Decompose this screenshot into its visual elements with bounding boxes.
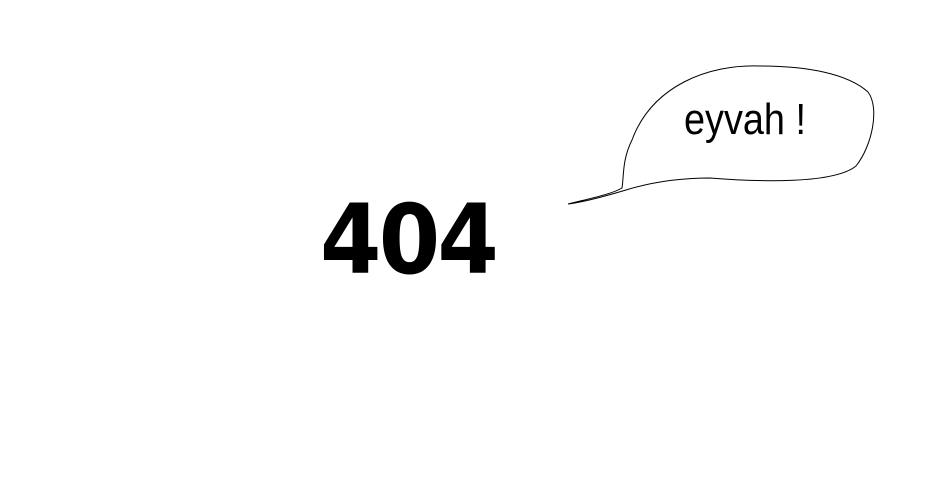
speech-bubble-outline: [567, 65, 875, 205]
error-code: 404: [320, 184, 499, 296]
speech-bubble-text: eyvah !: [684, 95, 807, 144]
speech-bubble: eyvah !: [560, 60, 880, 210]
